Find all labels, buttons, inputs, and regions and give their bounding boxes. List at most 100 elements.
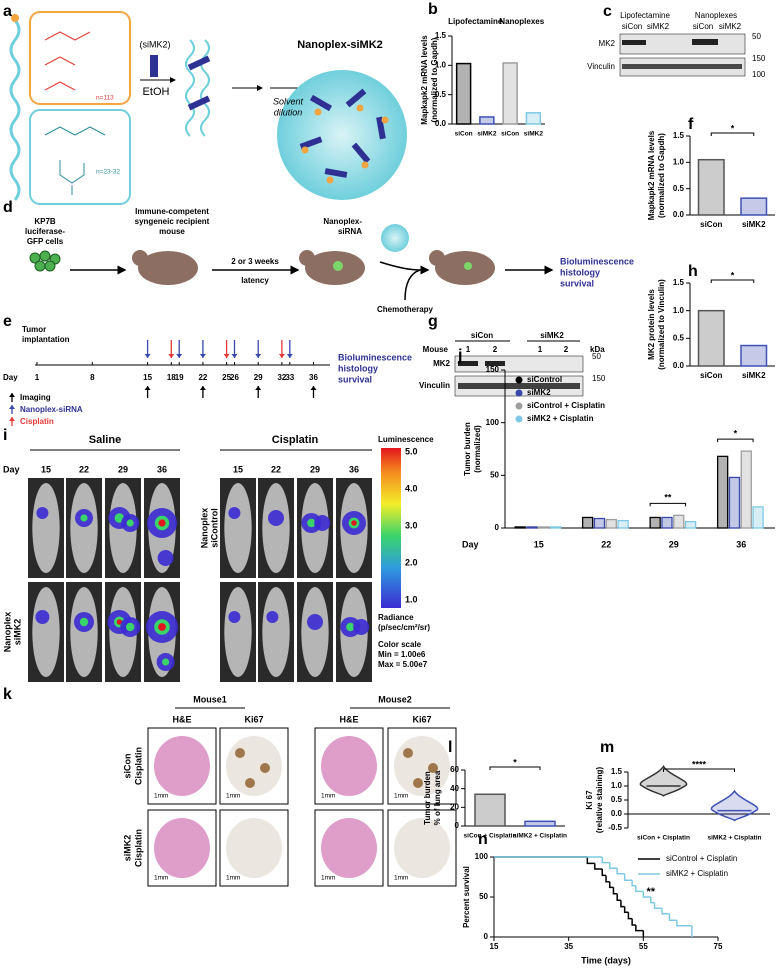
label: (siMK2) [140, 39, 171, 49]
label: 32 [277, 373, 286, 382]
signal [307, 518, 316, 528]
circle-shape [132, 250, 148, 266]
path-shape [379, 261, 421, 301]
arrowhead [9, 405, 15, 409]
violin [639, 765, 688, 797]
label: 50 [752, 32, 761, 41]
bar [740, 197, 768, 216]
label: 1.0 [405, 594, 418, 604]
arrowhead [231, 354, 238, 358]
label: Bioluminescence [560, 256, 634, 266]
arrowhead [286, 354, 293, 358]
label: l [448, 739, 452, 756]
label: siControl + Cisplatin [527, 401, 605, 410]
g-shape [458, 361, 580, 389]
y-tick-label: 1.0 [673, 157, 685, 166]
step [623, 873, 633, 881]
stain [245, 778, 255, 788]
label: 36 [309, 373, 318, 382]
y-tick-label: 1.5 [611, 767, 623, 776]
bar [455, 62, 472, 125]
label: 2 or 3 weeks [231, 257, 279, 266]
label: (normalized to Gapdh) [430, 37, 439, 122]
rect-shape [454, 355, 584, 373]
label: 15 [143, 373, 152, 382]
label: Mouse [423, 345, 449, 354]
label: 29 [310, 464, 320, 474]
arrowhead [255, 354, 262, 358]
label: siCon [700, 220, 722, 229]
label: * [731, 270, 735, 280]
y-tick-label: 0.5 [611, 795, 623, 804]
label: Immune-competent [135, 207, 209, 216]
step [661, 908, 670, 915]
label: 150 [592, 374, 606, 383]
label: Lipofectamine [620, 11, 670, 20]
step [612, 887, 618, 895]
rect-shape [376, 116, 386, 140]
label: Cisplatin [133, 747, 143, 785]
label: d [3, 199, 13, 216]
tissue [321, 818, 377, 878]
label: Cisplatin [272, 434, 319, 446]
bar [716, 455, 729, 529]
signal [116, 619, 123, 625]
label: histology [560, 267, 600, 277]
label: 2.0 [405, 557, 418, 567]
circle-shape [277, 70, 407, 200]
label: Nanoplexes [695, 11, 737, 20]
rect-shape [458, 383, 580, 389]
label: 22 [601, 539, 611, 549]
bar [697, 309, 725, 367]
label: GFP cells [27, 237, 64, 246]
label: * [734, 428, 738, 438]
label: Day [3, 373, 18, 382]
step [635, 925, 644, 932]
label: 18 [167, 373, 176, 382]
g-shape [299, 88, 386, 178]
arrowhead [310, 386, 317, 390]
label: siMK2 + Cisplatin [708, 835, 762, 842]
label: siMK2 [742, 371, 766, 380]
legend-marker [515, 376, 523, 384]
label: 1mm [154, 875, 168, 882]
bar [549, 526, 562, 529]
label: EtOH [143, 86, 170, 98]
g-shape [29, 250, 61, 272]
label: f [688, 116, 694, 133]
label: 36 [157, 464, 167, 474]
label: luciferase- [25, 227, 65, 236]
label: siCon [693, 22, 713, 31]
tissue [226, 736, 282, 796]
y-tick-label: 0.5 [435, 90, 447, 99]
step [623, 906, 629, 913]
rect-shape [458, 361, 478, 366]
y-tick-label: 1.5 [435, 31, 447, 40]
label: Bioluminescence [338, 352, 412, 362]
y-tick-label: 0.0 [673, 361, 685, 370]
label: syngeneic recipient [135, 217, 210, 226]
label: 1mm [394, 875, 408, 882]
label: e [3, 313, 12, 330]
bracket [710, 279, 755, 283]
arrowhead [255, 386, 262, 390]
label: n=23-32 [96, 169, 120, 176]
label: 25 [222, 373, 231, 382]
tissue [321, 736, 377, 796]
label: siMK2 + Cisplatin [513, 833, 567, 840]
circle-shape [11, 14, 19, 22]
label: ** [664, 493, 672, 503]
label: Lipofectamine [448, 17, 503, 26]
label: Vinculin [587, 62, 615, 71]
y-tick-label: 0.0 [435, 119, 447, 128]
signal [126, 622, 135, 632]
bracket [489, 766, 541, 770]
label: 15 [233, 464, 243, 474]
y-tick-label: 50 [490, 470, 499, 479]
label: 22 [198, 373, 207, 382]
mouse-body [32, 587, 60, 677]
step [642, 891, 651, 898]
bar [752, 506, 764, 529]
y-tick-label: 0.5 [673, 333, 685, 342]
label: 19 [175, 373, 184, 382]
